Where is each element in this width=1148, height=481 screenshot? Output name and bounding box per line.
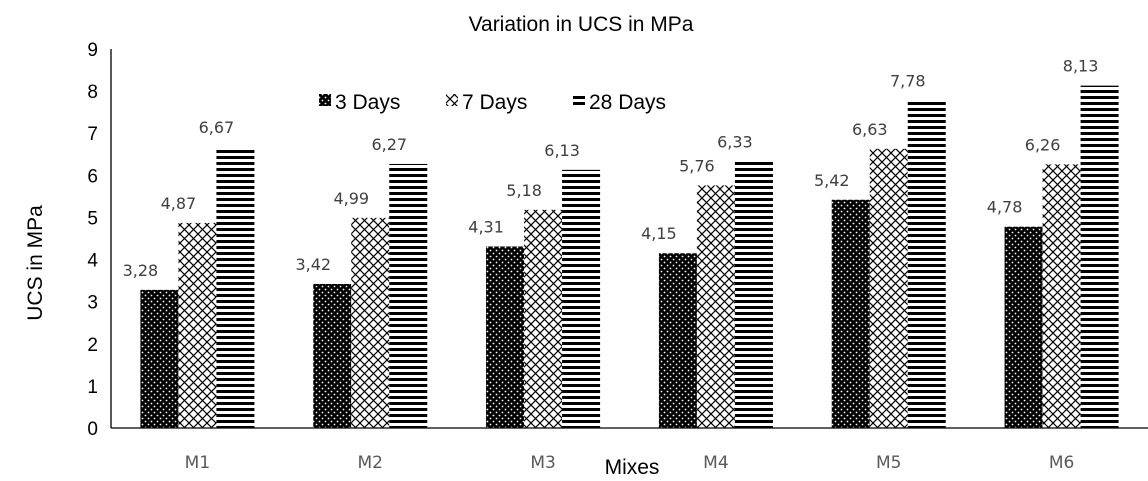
- data-label-m3-28-days: 6,13: [544, 141, 580, 160]
- data-label-m6-28-days: 8,13: [1063, 57, 1099, 76]
- bar-m4-3-days: [658, 253, 697, 428]
- y-axis-title: UCS in MPa: [24, 205, 47, 321]
- y-tick-label: 8: [87, 82, 98, 103]
- bar-m3-3-days: [486, 246, 525, 428]
- bar-m1-7-days: [178, 222, 217, 428]
- legend-swatch-7-days: [446, 94, 458, 106]
- data-label-m4-3-days: 4,15: [641, 224, 677, 243]
- legend-label-7-days: 7 Days: [462, 91, 527, 114]
- data-label-m2-7-days: 4,99: [333, 189, 369, 208]
- y-tick-label: 3: [87, 293, 98, 314]
- bar-m3-28-days: [562, 169, 601, 428]
- bar-m1-28-days: [216, 147, 255, 428]
- bar-m2-7-days: [351, 217, 390, 428]
- data-label-m5-3-days: 5,42: [814, 171, 850, 190]
- data-label-m5-28-days: 7,78: [890, 71, 926, 90]
- x-tick-label-m1: M1: [185, 453, 210, 473]
- legend-item-28-days: 28 Days: [573, 91, 666, 114]
- legend: 3 Days 7 Days 28 Days: [319, 91, 666, 114]
- bar-m6-7-days: [1042, 164, 1081, 428]
- legend-swatch-3-days: [319, 94, 331, 106]
- data-label-m3-3-days: 4,31: [468, 218, 504, 237]
- y-tick-label: 7: [87, 124, 98, 145]
- data-label-m1-28-days: 6,67: [199, 118, 235, 137]
- data-label-m2-3-days: 3,42: [295, 255, 331, 274]
- data-label-m1-3-days: 3,28: [123, 261, 159, 280]
- legend-item-7-days: 7 Days: [446, 91, 527, 114]
- legend-label-28-days: 28 Days: [589, 91, 666, 114]
- x-axis-title: Mixes: [605, 456, 660, 479]
- bar-m2-28-days: [389, 163, 428, 429]
- data-label-m2-28-days: 6,27: [371, 135, 407, 154]
- y-tick-label: 5: [87, 208, 98, 229]
- y-tick-label: 0: [87, 419, 98, 440]
- bar-m1-3-days: [140, 289, 179, 428]
- y-tick-label: 2: [87, 335, 98, 356]
- x-tick-label-m4: M4: [703, 453, 728, 473]
- y-tick-label: 9: [87, 40, 98, 61]
- data-label-m4-28-days: 6,33: [717, 132, 753, 151]
- x-tick-label-m3: M3: [530, 453, 555, 473]
- y-tick-label: 4: [87, 251, 98, 272]
- data-label-m5-7-days: 6,63: [852, 120, 888, 139]
- bar-m6-3-days: [1004, 226, 1043, 428]
- data-label-m4-7-days: 5,76: [679, 156, 715, 175]
- legend-swatch-28-days: [573, 94, 585, 106]
- x-tick-label-m2: M2: [358, 453, 383, 473]
- bar-m5-7-days: [869, 148, 908, 428]
- bars-group: [140, 85, 1119, 429]
- x-axis-ticks: M1 M2 M3 M4 M5 M6: [185, 453, 1075, 473]
- data-label-m3-7-days: 5,18: [506, 181, 542, 200]
- y-axis-ticks: 0 1 2 3 4 5 6 7 8 9: [87, 40, 98, 440]
- y-tick-label: 6: [87, 166, 98, 187]
- bar-m5-28-days: [907, 100, 946, 429]
- chart-title: Variation in UCS in MPa: [469, 13, 694, 36]
- bar-m5-3-days: [831, 199, 870, 428]
- x-tick-label-m5: M5: [876, 453, 901, 473]
- bar-m2-3-days: [313, 283, 352, 428]
- bar-m4-28-days: [734, 161, 773, 429]
- data-labels-group: 3,28 4,87 6,67 3,42 4,99 6,27 4,315,18 6,13 4,15…: [123, 57, 1099, 280]
- legend-label-3-days: 3 Days: [335, 91, 400, 114]
- bar-m3-7-days: [524, 209, 563, 428]
- data-label-m1-7-days: 4,87: [161, 194, 197, 213]
- bar-m6-28-days: [1080, 85, 1119, 429]
- data-label-m6-7-days: 6,26: [1025, 135, 1061, 154]
- y-tick-label: 1: [87, 377, 98, 398]
- data-label-m6-3-days: 4,78: [987, 198, 1023, 217]
- bar-m4-7-days: [696, 185, 735, 428]
- legend-item-3-days: 3 Days: [319, 91, 400, 114]
- x-tick-label-m6: M6: [1049, 453, 1074, 473]
